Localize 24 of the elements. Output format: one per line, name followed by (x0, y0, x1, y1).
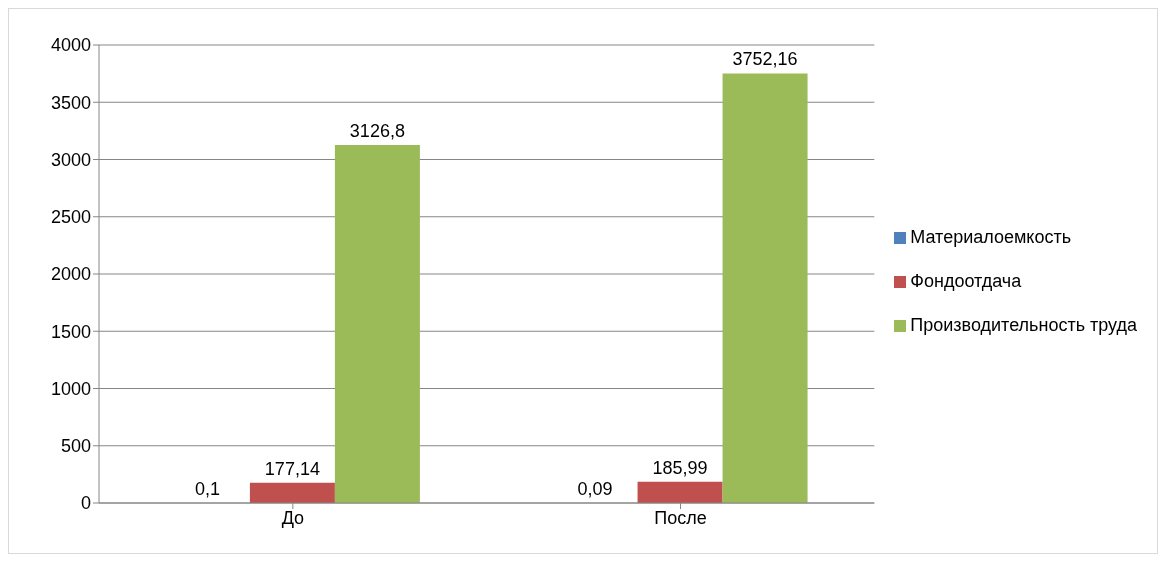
y-tick-label: 2500 (50, 207, 91, 228)
data-label: 0,1 (194, 478, 220, 499)
data-label: 3752,16 (732, 49, 798, 70)
data-label: 177,14 (264, 458, 320, 479)
y-tick-label: 3000 (50, 149, 91, 170)
x-tick-label: После (654, 507, 707, 528)
y-tick-label: 0 (80, 493, 91, 514)
data-label: 185,99 (652, 457, 708, 478)
bar (637, 481, 723, 503)
y-tick-label: 1000 (50, 378, 91, 399)
y-tick-label: 3500 (50, 92, 91, 113)
legend-label: Материалоемкость (910, 227, 1072, 247)
data-label: 3126,8 (349, 120, 405, 141)
bar (334, 144, 420, 503)
legend-label: Фондоотдача (910, 271, 1022, 291)
bar (249, 482, 335, 503)
y-tick-label: 500 (60, 436, 91, 457)
data-label: 0,09 (577, 478, 613, 499)
y-tick-label: 1500 (50, 321, 91, 342)
bar (722, 73, 808, 503)
x-tick-label: До (281, 507, 305, 528)
y-tick-label: 2000 (50, 264, 91, 285)
y-tick-label: 4000 (50, 35, 91, 56)
legend-label: Производительность труда (910, 315, 1137, 335)
